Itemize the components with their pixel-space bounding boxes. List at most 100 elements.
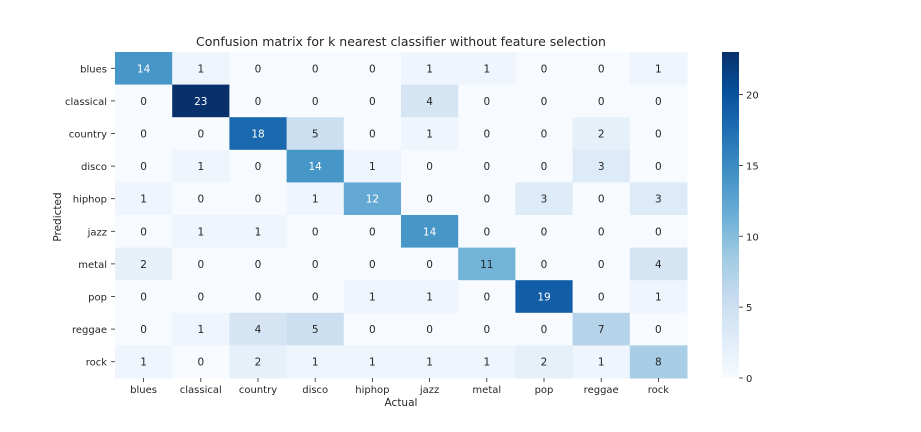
heatmap-cell (458, 215, 516, 249)
y-tick-label: country (69, 130, 107, 141)
cell-value-label: 0 (655, 161, 662, 173)
heatmap-cells: 14 1 0 0 0 1 1 0 0 10 23 0 0 0 4 0 0 0 00 0 18 5 0 1 0 0 2 00 1 0 14 1 0… (115, 52, 688, 379)
colorbar-tick-label: 10 (746, 232, 759, 243)
heatmap-cell (343, 280, 402, 314)
heatmap-cell (229, 345, 288, 379)
heatmap-cell (458, 345, 516, 379)
heatmap-cell (343, 52, 402, 86)
cell-value-label: 0 (312, 96, 319, 108)
heatmap-cell (286, 280, 345, 314)
heatmap-cell (458, 182, 516, 216)
cell-value-label: 0 (655, 226, 662, 238)
x-tick-label: metal (472, 385, 501, 396)
cell-value-label: 11 (480, 259, 493, 271)
cell-value-label: 0 (140, 324, 147, 336)
heatmap-cell (343, 84, 402, 118)
x-axis-label: Actual (385, 397, 418, 409)
heatmap-cell (629, 117, 688, 151)
heatmap-cell (172, 117, 230, 151)
heatmap-cell (229, 215, 288, 249)
heatmap-cell (458, 52, 516, 86)
cell-value-label: 8 (655, 357, 662, 369)
heatmap-cell (172, 312, 230, 346)
heatmap-cell (115, 345, 173, 379)
cell-value-label: 1 (655, 63, 662, 75)
cell-value-label: 1 (197, 324, 204, 336)
heatmap-cell (343, 345, 402, 379)
heatmap-cell (629, 84, 688, 118)
cell-value-label: 4 (255, 324, 262, 336)
cell-value-label: 0 (312, 63, 319, 75)
heatmap-cell (401, 247, 459, 281)
colorbar-tick-label: 0 (746, 374, 752, 385)
heatmap-cell (572, 149, 631, 183)
cell-value-label: 4 (426, 96, 433, 108)
heatmap-cell (515, 215, 574, 249)
x-tick-label: jazz (419, 385, 439, 396)
y-tick-label: hiphop (73, 195, 107, 206)
colorbar-tick-label: 5 (746, 303, 752, 314)
heatmap-cell (515, 149, 574, 183)
colorbar-tick-label: 20 (746, 91, 759, 102)
cell-value-label: 5 (312, 129, 319, 141)
cell-value-label: 0 (140, 161, 147, 173)
heatmap-cell (343, 247, 402, 281)
heatmap-cell (115, 84, 173, 118)
cell-value-label: 1 (483, 357, 490, 369)
cell-value-label: 0 (483, 96, 490, 108)
heatmap-cell (343, 182, 402, 216)
heatmap-cell (343, 312, 402, 346)
cell-value-label: 0 (255, 194, 262, 206)
cell-value-label: 19 (537, 292, 550, 304)
heatmap-cell (115, 312, 173, 346)
cell-value-label: 0 (426, 161, 433, 173)
cell-value-label: 0 (369, 96, 376, 108)
cell-value-label: 0 (140, 226, 147, 238)
heatmap-cell (629, 312, 688, 346)
cell-value-label: 1 (426, 357, 433, 369)
heatmap-cell (458, 247, 516, 281)
cell-value-label: 0 (541, 96, 548, 108)
cell-value-label: 0 (369, 324, 376, 336)
cell-value-label: 0 (255, 63, 262, 75)
cell-value-label: 0 (312, 226, 319, 238)
heatmap-cell (229, 182, 288, 216)
cell-value-label: 0 (598, 259, 605, 271)
x-tick-label: disco (302, 385, 328, 396)
cell-value-label: 0 (598, 63, 605, 75)
y-tick-label: blues (80, 64, 107, 75)
cell-value-label: 2 (140, 259, 147, 271)
cell-value-label: 1 (655, 292, 662, 304)
cell-value-label: 0 (197, 194, 204, 206)
heatmap-cell (286, 149, 345, 183)
heatmap-cell (229, 149, 288, 183)
cell-value-label: 14 (137, 63, 151, 75)
cell-value-label: 1 (369, 357, 376, 369)
y-tick-label: pop (88, 293, 107, 304)
heatmap-cell (401, 117, 459, 151)
cell-value-label: 0 (541, 259, 548, 271)
cell-value-label: 0 (541, 226, 548, 238)
heatmap-cell (629, 215, 688, 249)
cell-value-label: 3 (541, 194, 548, 206)
heatmap-cell (172, 149, 230, 183)
heatmap-cell (115, 52, 173, 86)
heatmap-cell (286, 182, 345, 216)
cell-value-label: 12 (366, 194, 379, 206)
heatmap-cell (286, 247, 345, 281)
y-tick-label: disco (81, 162, 107, 173)
cell-value-label: 0 (255, 161, 262, 173)
cell-value-label: 1 (312, 357, 319, 369)
heatmap-cell (401, 345, 459, 379)
cell-value-label: 0 (197, 292, 204, 304)
cell-value-label: 0 (598, 96, 605, 108)
cell-value-label: 5 (312, 324, 319, 336)
heatmap-cell (115, 149, 173, 183)
cell-value-label: 0 (483, 226, 490, 238)
heatmap-cell (172, 182, 230, 216)
heatmap-cell (629, 182, 688, 216)
cell-value-label: 3 (598, 161, 605, 173)
cell-value-label: 1 (312, 194, 319, 206)
cell-value-label: 0 (369, 226, 376, 238)
